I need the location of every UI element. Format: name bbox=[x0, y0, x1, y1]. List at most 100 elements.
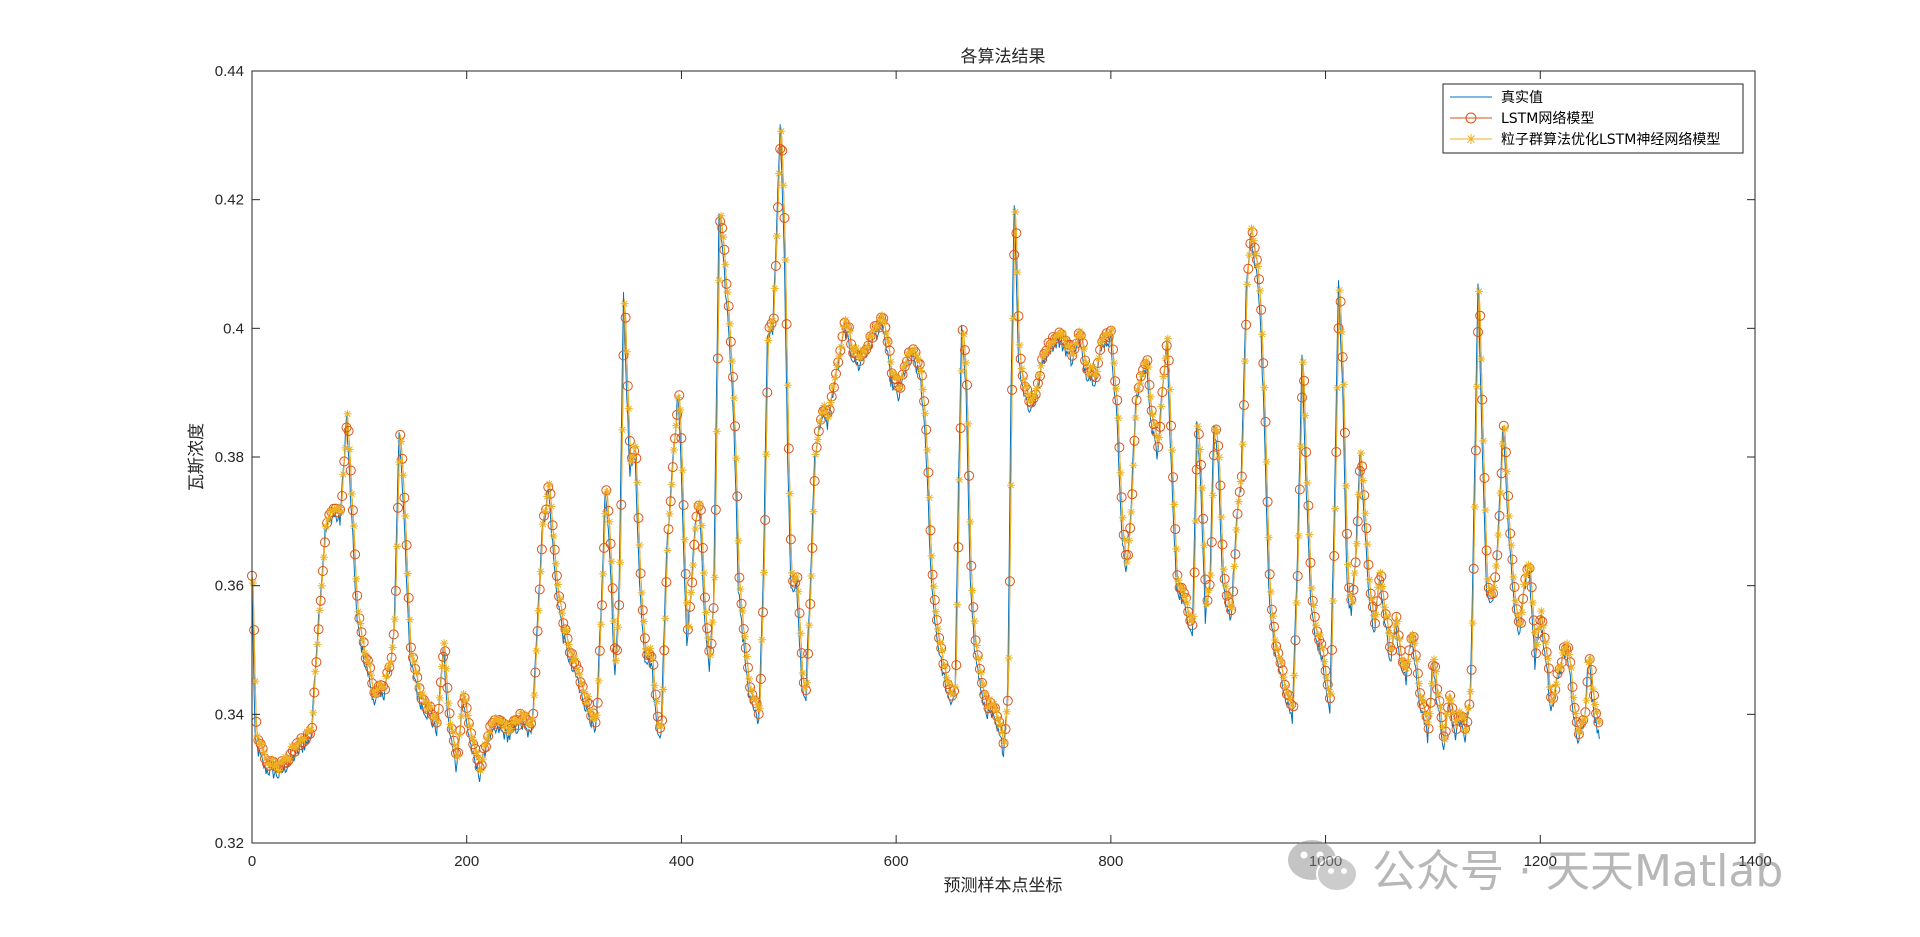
pso-lstm-point bbox=[1500, 424, 1509, 433]
lstm-point bbox=[560, 624, 571, 635]
pso-lstm-point bbox=[1412, 655, 1421, 664]
lstm-point bbox=[760, 515, 771, 525]
pso-lstm-point bbox=[727, 357, 736, 366]
pso-lstm-point bbox=[682, 598, 691, 607]
lstm-point bbox=[779, 213, 790, 223]
pso-lstm-point bbox=[453, 752, 462, 761]
pso-lstm-point bbox=[996, 720, 1005, 729]
lstm-point bbox=[837, 331, 848, 342]
lstm-point bbox=[356, 627, 367, 638]
lstm-point bbox=[1281, 689, 1292, 699]
lstm-point bbox=[390, 585, 401, 596]
lstm-point bbox=[1333, 323, 1344, 334]
pso-lstm-point bbox=[931, 607, 940, 616]
lstm-point bbox=[661, 577, 672, 588]
lstm-point bbox=[637, 605, 648, 616]
lstm-point bbox=[1230, 549, 1241, 560]
pso-lstm-point bbox=[506, 724, 515, 733]
lstm-point bbox=[1112, 395, 1123, 406]
pso-lstm-point bbox=[1013, 268, 1022, 277]
lstm-point bbox=[738, 624, 749, 634]
lstm-point bbox=[1301, 447, 1312, 458]
pso-lstm-point bbox=[1202, 599, 1211, 608]
lstm-point bbox=[884, 345, 895, 356]
pso-lstm-point bbox=[1522, 570, 1531, 579]
pso-lstm-point bbox=[966, 517, 975, 526]
pso-lstm-point bbox=[1503, 467, 1512, 476]
lstm-point bbox=[1217, 539, 1228, 550]
lstm-point bbox=[1294, 484, 1305, 495]
lstm-point bbox=[927, 569, 938, 580]
lstm-point bbox=[719, 244, 730, 255]
pso-lstm-point bbox=[367, 671, 376, 680]
pso-lstm-point bbox=[1361, 509, 1370, 518]
lstm-point bbox=[558, 618, 569, 629]
pso-lstm-point bbox=[541, 507, 550, 516]
lstm-point bbox=[702, 623, 713, 634]
lstm-point bbox=[1155, 421, 1166, 432]
pso-lstm-point bbox=[772, 232, 781, 241]
lstm-point bbox=[1228, 586, 1239, 597]
pso-lstm-point bbox=[830, 373, 839, 382]
lstm-point bbox=[1335, 296, 1346, 307]
lstm-point bbox=[622, 381, 633, 391]
lstm-point bbox=[519, 711, 530, 722]
lstm-point bbox=[736, 598, 747, 609]
pso-lstm-point bbox=[968, 586, 977, 595]
pso-lstm-point bbox=[1356, 449, 1365, 458]
lstm-point bbox=[940, 663, 951, 674]
lstm-point bbox=[1320, 665, 1331, 676]
pso-lstm-point bbox=[882, 329, 891, 338]
x-tick-label: 800 bbox=[1098, 853, 1123, 870]
lstm-point bbox=[616, 499, 627, 510]
pso-lstm-point bbox=[1260, 383, 1269, 392]
pso-lstm-point bbox=[1041, 349, 1050, 358]
pso-lstm-point bbox=[1408, 630, 1417, 639]
lstm-point bbox=[1297, 392, 1307, 403]
y-tick-label: 0.38 bbox=[215, 449, 244, 466]
pso-lstm-point bbox=[1462, 726, 1471, 735]
lstm-point bbox=[964, 470, 975, 481]
lstm-point bbox=[1543, 663, 1554, 674]
pso-lstm-point bbox=[1279, 673, 1288, 682]
pso-lstm-point bbox=[667, 480, 676, 489]
pso-lstm-point bbox=[755, 704, 764, 713]
lstm-point bbox=[605, 538, 616, 549]
pso-lstm-point bbox=[1077, 332, 1086, 341]
pso-lstm-point bbox=[259, 748, 268, 757]
pso-lstm-point bbox=[637, 588, 646, 597]
lstm-point bbox=[388, 629, 399, 640]
pso-lstm-point bbox=[1380, 603, 1389, 612]
lstm-point bbox=[1500, 447, 1511, 458]
pso-lstm-point bbox=[562, 626, 571, 635]
lstm-point bbox=[1475, 310, 1486, 321]
lstm-point bbox=[921, 424, 932, 435]
pso-lstm-point bbox=[397, 437, 406, 446]
pso-lstm-point bbox=[365, 659, 374, 668]
pso-lstm-point bbox=[1017, 364, 1026, 373]
lstm-point bbox=[551, 570, 562, 581]
lstm-point bbox=[1496, 468, 1507, 479]
lstm-point bbox=[676, 433, 687, 444]
pso-lstm-point bbox=[1170, 500, 1179, 509]
pso-lstm-point bbox=[444, 699, 453, 708]
pso-lstm-point bbox=[594, 676, 603, 685]
lstm-point bbox=[775, 143, 786, 154]
lstm-point bbox=[614, 600, 625, 611]
lstm-point bbox=[929, 595, 940, 605]
lstm-point bbox=[549, 544, 560, 555]
lstm-point bbox=[897, 369, 908, 380]
pso-lstm-point bbox=[1183, 598, 1192, 607]
lstm-point bbox=[1490, 572, 1501, 583]
pso-lstm-point bbox=[1518, 608, 1527, 617]
pso-lstm-point bbox=[1191, 516, 1200, 525]
lstm-point bbox=[1580, 707, 1591, 718]
pso-lstm-point bbox=[811, 450, 820, 459]
pso-lstm-point bbox=[738, 606, 747, 615]
pso-lstm-point bbox=[349, 521, 358, 530]
pso-lstm-point bbox=[502, 719, 511, 728]
lstm-point bbox=[1258, 358, 1269, 369]
pso-lstm-point bbox=[1548, 697, 1557, 706]
lstm-point bbox=[1234, 487, 1245, 497]
pso-lstm-point bbox=[970, 617, 979, 626]
